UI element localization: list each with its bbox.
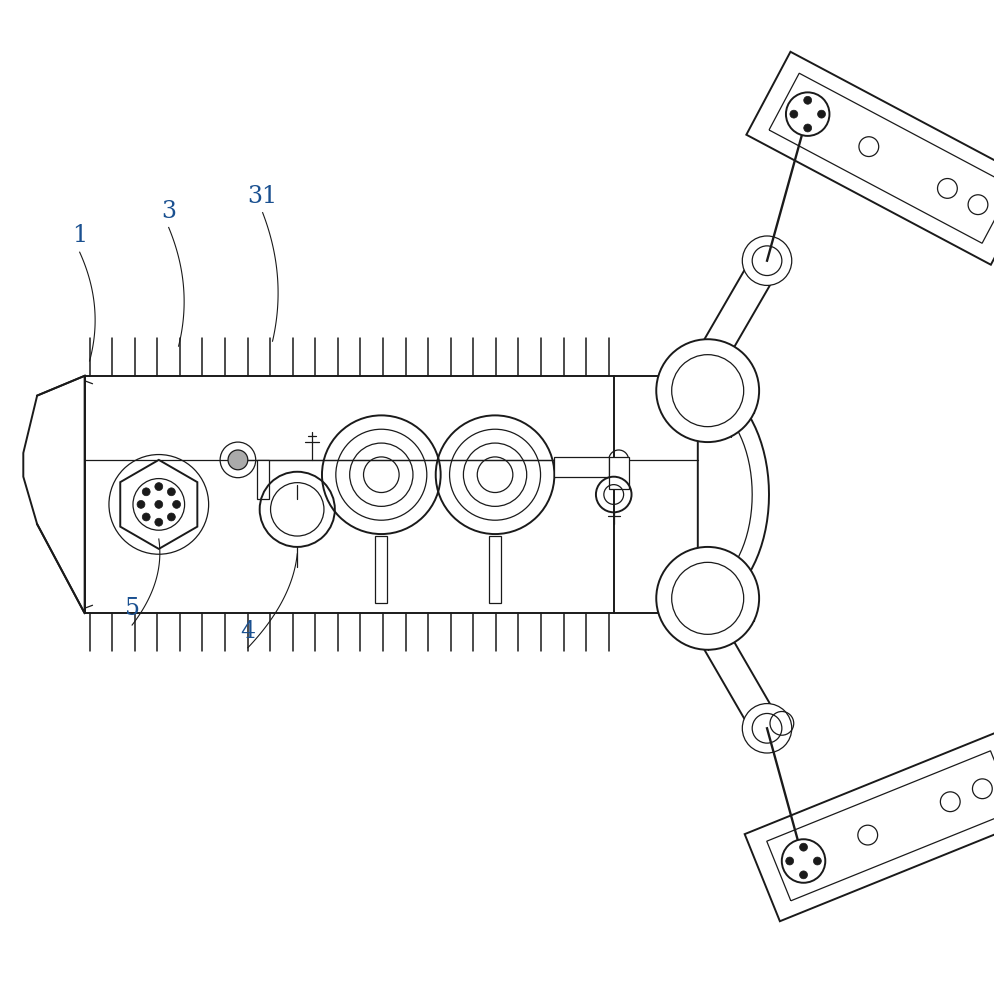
Circle shape <box>790 110 798 118</box>
Circle shape <box>742 703 792 753</box>
Circle shape <box>800 844 807 852</box>
Bar <box>489 536 501 603</box>
Circle shape <box>228 450 248 470</box>
Circle shape <box>137 500 145 508</box>
Circle shape <box>742 236 792 286</box>
Circle shape <box>155 518 163 526</box>
Circle shape <box>167 513 175 521</box>
Bar <box>257 460 269 499</box>
Circle shape <box>804 96 812 104</box>
Circle shape <box>142 513 150 521</box>
Circle shape <box>656 339 759 442</box>
Text: 3: 3 <box>161 200 176 223</box>
Circle shape <box>155 500 163 508</box>
Polygon shape <box>23 376 85 613</box>
Circle shape <box>813 857 821 865</box>
Circle shape <box>142 488 150 495</box>
Text: 5: 5 <box>125 597 140 620</box>
Polygon shape <box>120 460 197 549</box>
Circle shape <box>155 483 163 491</box>
Circle shape <box>786 857 794 865</box>
Circle shape <box>786 92 829 135</box>
Circle shape <box>804 124 812 132</box>
Polygon shape <box>745 731 1000 921</box>
Polygon shape <box>698 376 769 613</box>
Circle shape <box>173 500 181 508</box>
Text: 4: 4 <box>240 620 255 643</box>
Bar <box>609 457 629 489</box>
Circle shape <box>818 110 825 118</box>
Circle shape <box>782 840 825 883</box>
Bar <box>554 457 609 477</box>
Circle shape <box>656 547 759 650</box>
Circle shape <box>167 488 175 495</box>
Text: 1: 1 <box>72 225 87 247</box>
Circle shape <box>800 871 807 879</box>
Bar <box>85 376 698 613</box>
Text: 31: 31 <box>248 185 278 208</box>
Polygon shape <box>746 51 1000 265</box>
Bar <box>375 536 387 603</box>
